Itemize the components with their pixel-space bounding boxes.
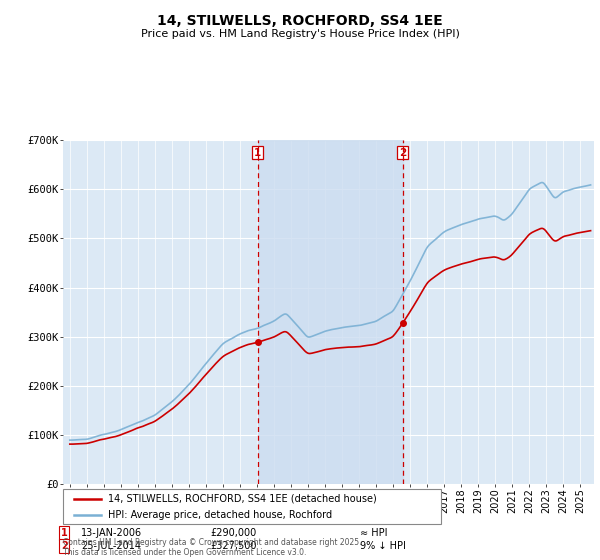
Text: Price paid vs. HM Land Registry's House Price Index (HPI): Price paid vs. HM Land Registry's House …	[140, 29, 460, 39]
Text: 14, STILWELLS, ROCHFORD, SS4 1EE (detached house): 14, STILWELLS, ROCHFORD, SS4 1EE (detach…	[109, 493, 377, 503]
Text: 9% ↓ HPI: 9% ↓ HPI	[360, 541, 406, 551]
Text: HPI: Average price, detached house, Rochford: HPI: Average price, detached house, Roch…	[109, 510, 332, 520]
Text: 13-JAN-2006: 13-JAN-2006	[81, 528, 142, 538]
Text: 2: 2	[399, 148, 406, 157]
Text: 14, STILWELLS, ROCHFORD, SS4 1EE: 14, STILWELLS, ROCHFORD, SS4 1EE	[157, 14, 443, 28]
Text: £290,000: £290,000	[210, 528, 256, 538]
Bar	[257, 140, 403, 484]
Text: 25-JUL-2014: 25-JUL-2014	[81, 541, 141, 551]
Text: £327,500: £327,500	[210, 541, 257, 551]
Text: 1: 1	[254, 148, 262, 157]
Text: Contains HM Land Registry data © Crown copyright and database right 2025.
This d: Contains HM Land Registry data © Crown c…	[63, 538, 361, 557]
Text: ≈ HPI: ≈ HPI	[360, 528, 388, 538]
Text: 1: 1	[61, 528, 68, 538]
Text: 2: 2	[61, 541, 68, 551]
